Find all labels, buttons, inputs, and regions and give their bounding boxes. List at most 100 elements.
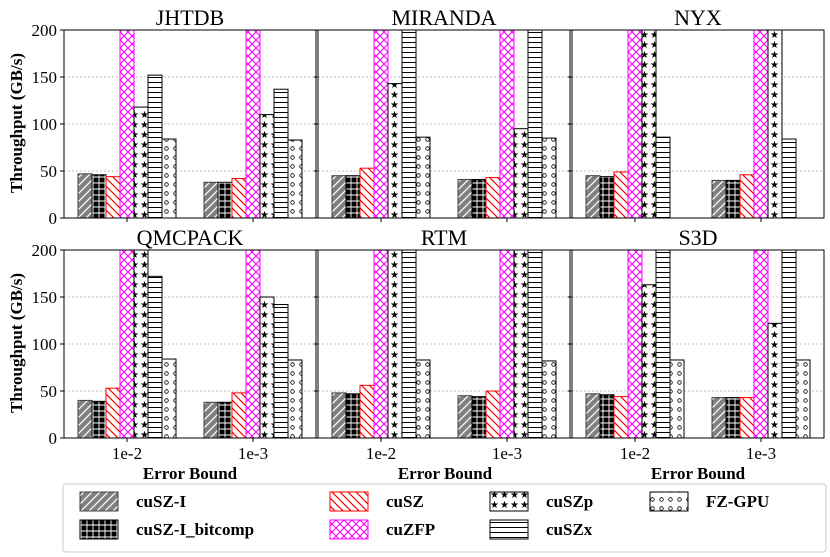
bar-cuszp [641, 284, 657, 439]
y-tick-label: 200 [32, 241, 58, 260]
bar-fz-gpu [795, 359, 811, 439]
bar-cusz-i [711, 179, 727, 219]
bar-fz-gpu [541, 360, 557, 439]
bar-cusz-i [331, 392, 347, 439]
bar-cusz [359, 384, 375, 439]
y-tick-label: 0 [49, 209, 58, 228]
bar-cusz-i [203, 181, 219, 219]
y-axis-label-top: Throughput (GB/s) [7, 53, 26, 193]
bar-cuzfp [245, 249, 261, 439]
bar-cusz [231, 178, 247, 219]
bar-cuszp [259, 114, 275, 219]
x-axis-label-3: Error Bound [651, 464, 746, 483]
legend-label: cuSZp [546, 492, 593, 511]
panel-title: NYX [674, 5, 722, 30]
panel-nyx: NYX [568, 5, 825, 222]
y-tick-label: 100 [32, 335, 58, 354]
bar-cuszp [387, 83, 403, 219]
bar-cusz-i [203, 401, 219, 439]
panel-title: QMCPACK [137, 225, 244, 250]
bar-cuszp [387, 249, 403, 439]
bar-cuszx [655, 249, 671, 439]
legend-swatch [489, 491, 529, 512]
panel-title: JHTDB [156, 5, 224, 30]
bar-cuszx [147, 74, 163, 219]
bar-cusz-i [77, 173, 93, 219]
bar-cusz-i-bitcomp [599, 394, 615, 439]
bar-cuzfp [119, 29, 135, 219]
bar-cusz [105, 176, 121, 219]
bar-cuszx [781, 138, 797, 219]
bar-cusz [739, 397, 755, 439]
bar-cuszx [273, 88, 289, 219]
panel-title: S3D [678, 225, 717, 250]
bar-cusz-i-bitcomp [345, 175, 361, 219]
plot-frame [571, 249, 825, 439]
bar-cusz-i-bitcomp [345, 393, 361, 439]
bar-fz-gpu [287, 139, 303, 219]
bar-cusz-i [585, 393, 601, 439]
bar-cusz [359, 167, 375, 219]
x-tick-label: 1e-2 [112, 444, 142, 463]
y-tick-label: 0 [49, 429, 58, 448]
bar-cusz-i-bitcomp [471, 396, 487, 439]
bar-cusz-i-bitcomp [725, 179, 741, 219]
legend: cuSZ-I cuSZ-I_bitcomp cuSZ cuZFP cuSZp cuSZx F… [62, 483, 827, 553]
bar-cuzfp [119, 249, 135, 439]
panel-title: RTM [421, 225, 467, 250]
y-tick-label: 50 [40, 162, 57, 181]
bar-cuszp [513, 128, 529, 219]
bar-cuzfp [499, 29, 515, 219]
y-tick-label: 50 [40, 382, 57, 401]
plot-frame [571, 29, 825, 219]
bar-cusz [485, 390, 501, 439]
legend-label: cuSZ-I [136, 492, 186, 511]
bar-cuszx [527, 249, 543, 439]
bar-cusz-i [711, 397, 727, 439]
x-tick-label: 1e-3 [746, 444, 776, 463]
bar-cusz-i [457, 395, 473, 439]
legend-swatch [79, 491, 119, 512]
bar-fz-gpu [415, 136, 431, 219]
legend-swatch [329, 491, 369, 512]
bar-cusz-i-bitcomp [91, 400, 107, 439]
legend-swatch [649, 491, 689, 512]
x-axis-label-2: Error Bound [398, 464, 493, 483]
bar-cusz [613, 171, 629, 219]
bar-cusz [485, 177, 501, 219]
bar-cuszp [767, 29, 783, 219]
chart-panels: 0 50 100 150 200 JHTDB MIRANDA NYX 0 50 100 150 200 1… [32, 5, 825, 463]
panel-qmcpack: 0 50 100 150 200 1e-2 1e-3 QMCPACK [32, 225, 317, 463]
bar-cuszx [401, 249, 417, 439]
x-tick-label: 1e-2 [366, 444, 396, 463]
y-axis-label-bottom: Throughput (GB/s) [7, 273, 26, 413]
bar-cuszx [147, 275, 163, 439]
panel-title: MIRANDA [391, 5, 496, 30]
y-tick-label: 150 [32, 68, 58, 87]
bar-cusz-i-bitcomp [217, 181, 233, 219]
bar-cuzfp [373, 249, 389, 439]
bar-cuszx [781, 249, 797, 439]
bar-fz-gpu [415, 359, 431, 439]
bar-cusz [613, 396, 629, 439]
bar-cuszp [133, 106, 149, 219]
x-axis-label-1: Error Bound [143, 464, 238, 483]
bar-cusz-i [331, 175, 347, 219]
bar-fz-gpu [669, 359, 685, 439]
bar-cuzfp [627, 29, 643, 219]
bar-fz-gpu [161, 138, 177, 219]
y-tick-label: 100 [32, 115, 58, 134]
bar-cuszx [527, 29, 543, 219]
bar-cusz-i-bitcomp [599, 176, 615, 219]
bar-cuzfp [627, 249, 643, 439]
legend-label: cuSZx [546, 520, 593, 539]
bar-cusz-i [77, 399, 93, 439]
bar-cuszx [273, 304, 289, 439]
bar-cusz-i-bitcomp [217, 401, 233, 439]
legend-label: FZ-GPU [706, 492, 769, 511]
bar-cuszx [655, 136, 671, 219]
x-tick-label: 1e-2 [620, 444, 650, 463]
bar-cusz-i [585, 175, 601, 219]
bar-cuzfp [753, 249, 769, 439]
